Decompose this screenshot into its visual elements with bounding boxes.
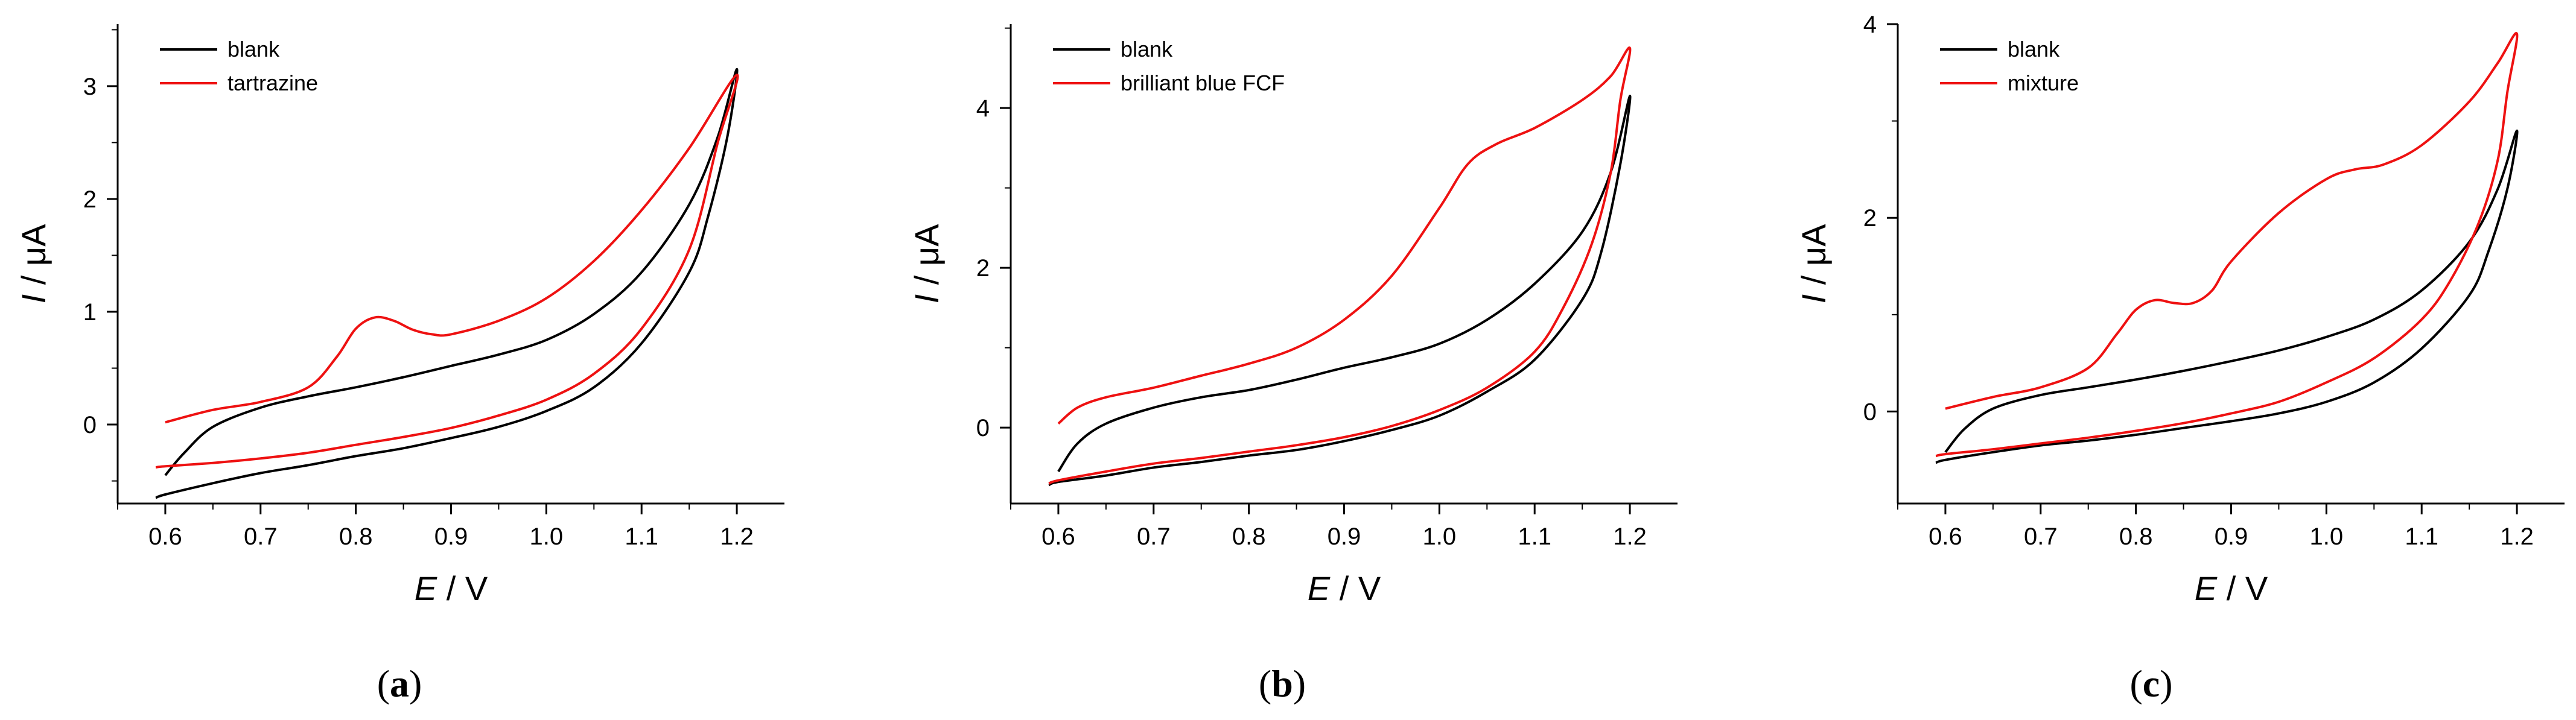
x-tick-label: 0.6 <box>1042 523 1075 550</box>
y-tick-label: 2 <box>976 255 990 282</box>
panel-label-close: ) <box>2160 662 2172 705</box>
x-tick-label: 1.1 <box>625 523 658 550</box>
legend-label: blank <box>2008 37 2060 62</box>
y-axis-variable: I <box>908 294 946 304</box>
panel-label-letter: a <box>390 662 409 705</box>
x-tick-label: 1.2 <box>2500 523 2534 550</box>
panel-label-open: ( <box>2129 662 2142 705</box>
x-tick-label: 1.1 <box>2405 523 2438 550</box>
y-axis-label: I / μA <box>1795 224 1833 304</box>
y-tick-label: 0 <box>1863 399 1877 425</box>
x-axis-label: E / V <box>415 569 488 607</box>
x-tick-label: 1.2 <box>1613 523 1647 550</box>
y-tick-label: 1 <box>83 299 97 326</box>
y-tick-label: 0 <box>83 412 97 438</box>
x-tick-label: 1.0 <box>530 523 564 550</box>
x-tick-label: 0.8 <box>2119 523 2153 550</box>
y-tick-label: 0 <box>976 415 990 441</box>
x-tick-label: 0.8 <box>339 523 373 550</box>
x-axis-variable: E <box>2195 569 2218 607</box>
panel-label-close: ) <box>1293 662 1306 705</box>
legend-label: tartrazine <box>227 71 318 95</box>
legend-label: blank <box>1121 37 1173 62</box>
legend-label: mixture <box>2008 71 2079 95</box>
series-line-mixture <box>1935 32 2519 458</box>
chart-panel-b: 0.6 0.7 0.8 0.9 1.0 1.1 1.2 0 2 4 E / V I / μA blank… <box>908 24 1678 705</box>
y-axis-variable: I <box>1795 294 1833 304</box>
panel-label-letter: b <box>1271 662 1293 705</box>
y-axis-unit: / μA <box>908 224 946 294</box>
y-tick-label: 2 <box>83 186 97 213</box>
y-tick-label: 4 <box>976 95 990 122</box>
panel-label: (c) <box>2129 662 2172 705</box>
y-axis-variable: I <box>14 294 52 304</box>
legend-label: blank <box>227 37 280 62</box>
y-tick-label: 3 <box>83 74 97 100</box>
x-axis-variable: E <box>1308 569 1331 607</box>
x-tick-label: 0.9 <box>1328 523 1361 550</box>
x-axis-unit: / V <box>1330 569 1381 607</box>
x-axis-variable: E <box>415 569 437 607</box>
x-axis-label: E / V <box>2195 569 2268 607</box>
x-tick-label: 0.7 <box>2024 523 2058 550</box>
panel-label: (b) <box>1259 662 1306 705</box>
x-tick-label: 1.0 <box>2310 523 2344 550</box>
x-axis-unit: / V <box>2217 569 2268 607</box>
panel-label: (a) <box>377 662 422 705</box>
x-tick-label: 0.8 <box>1232 523 1266 550</box>
x-tick-label: 0.9 <box>2215 523 2248 550</box>
x-tick-label: 1.1 <box>1518 523 1551 550</box>
y-tick-label: 2 <box>1863 205 1877 232</box>
panel-label-open: ( <box>1259 662 1271 705</box>
x-tick-label: 1.2 <box>720 523 754 550</box>
series-line-blank <box>1048 95 1632 487</box>
series-line-blank <box>1935 129 2519 464</box>
panel-label-open: ( <box>377 662 390 705</box>
panel-label-close: ) <box>409 662 422 705</box>
chart-panel-c: 0.6 0.7 0.8 0.9 1.0 1.1 1.2 0 2 4 E / V I / μA blank… <box>1795 11 2565 705</box>
x-tick-label: 0.9 <box>434 523 468 550</box>
series-line-tartrazine <box>155 74 739 469</box>
x-axis-unit: / V <box>437 569 488 607</box>
series-line-brilliant-blue-fcf <box>1048 46 1632 485</box>
x-tick-label: 0.6 <box>1929 523 1962 550</box>
chart-panel-a: 0.6 0.7 0.8 0.9 1.0 1.1 1.2 0 1 2 3 E / V I / μA blan… <box>14 24 784 705</box>
x-tick-label: 0.7 <box>1137 523 1171 550</box>
y-axis-label: I / μA <box>14 224 52 304</box>
x-tick-label: 0.6 <box>148 523 182 550</box>
y-axis-unit: / μA <box>1795 224 1833 294</box>
y-tick-label: 4 <box>1863 11 1877 38</box>
legend-label: brilliant blue FCF <box>1121 71 1285 95</box>
series-line-blank <box>155 68 739 499</box>
x-tick-label: 0.7 <box>244 523 278 550</box>
x-axis-label: E / V <box>1308 569 1381 607</box>
x-tick-label: 1.0 <box>1423 523 1457 550</box>
panel-label-letter: c <box>2143 662 2160 705</box>
y-axis-unit: / μA <box>14 224 52 294</box>
y-axis-label: I / μA <box>908 224 946 304</box>
